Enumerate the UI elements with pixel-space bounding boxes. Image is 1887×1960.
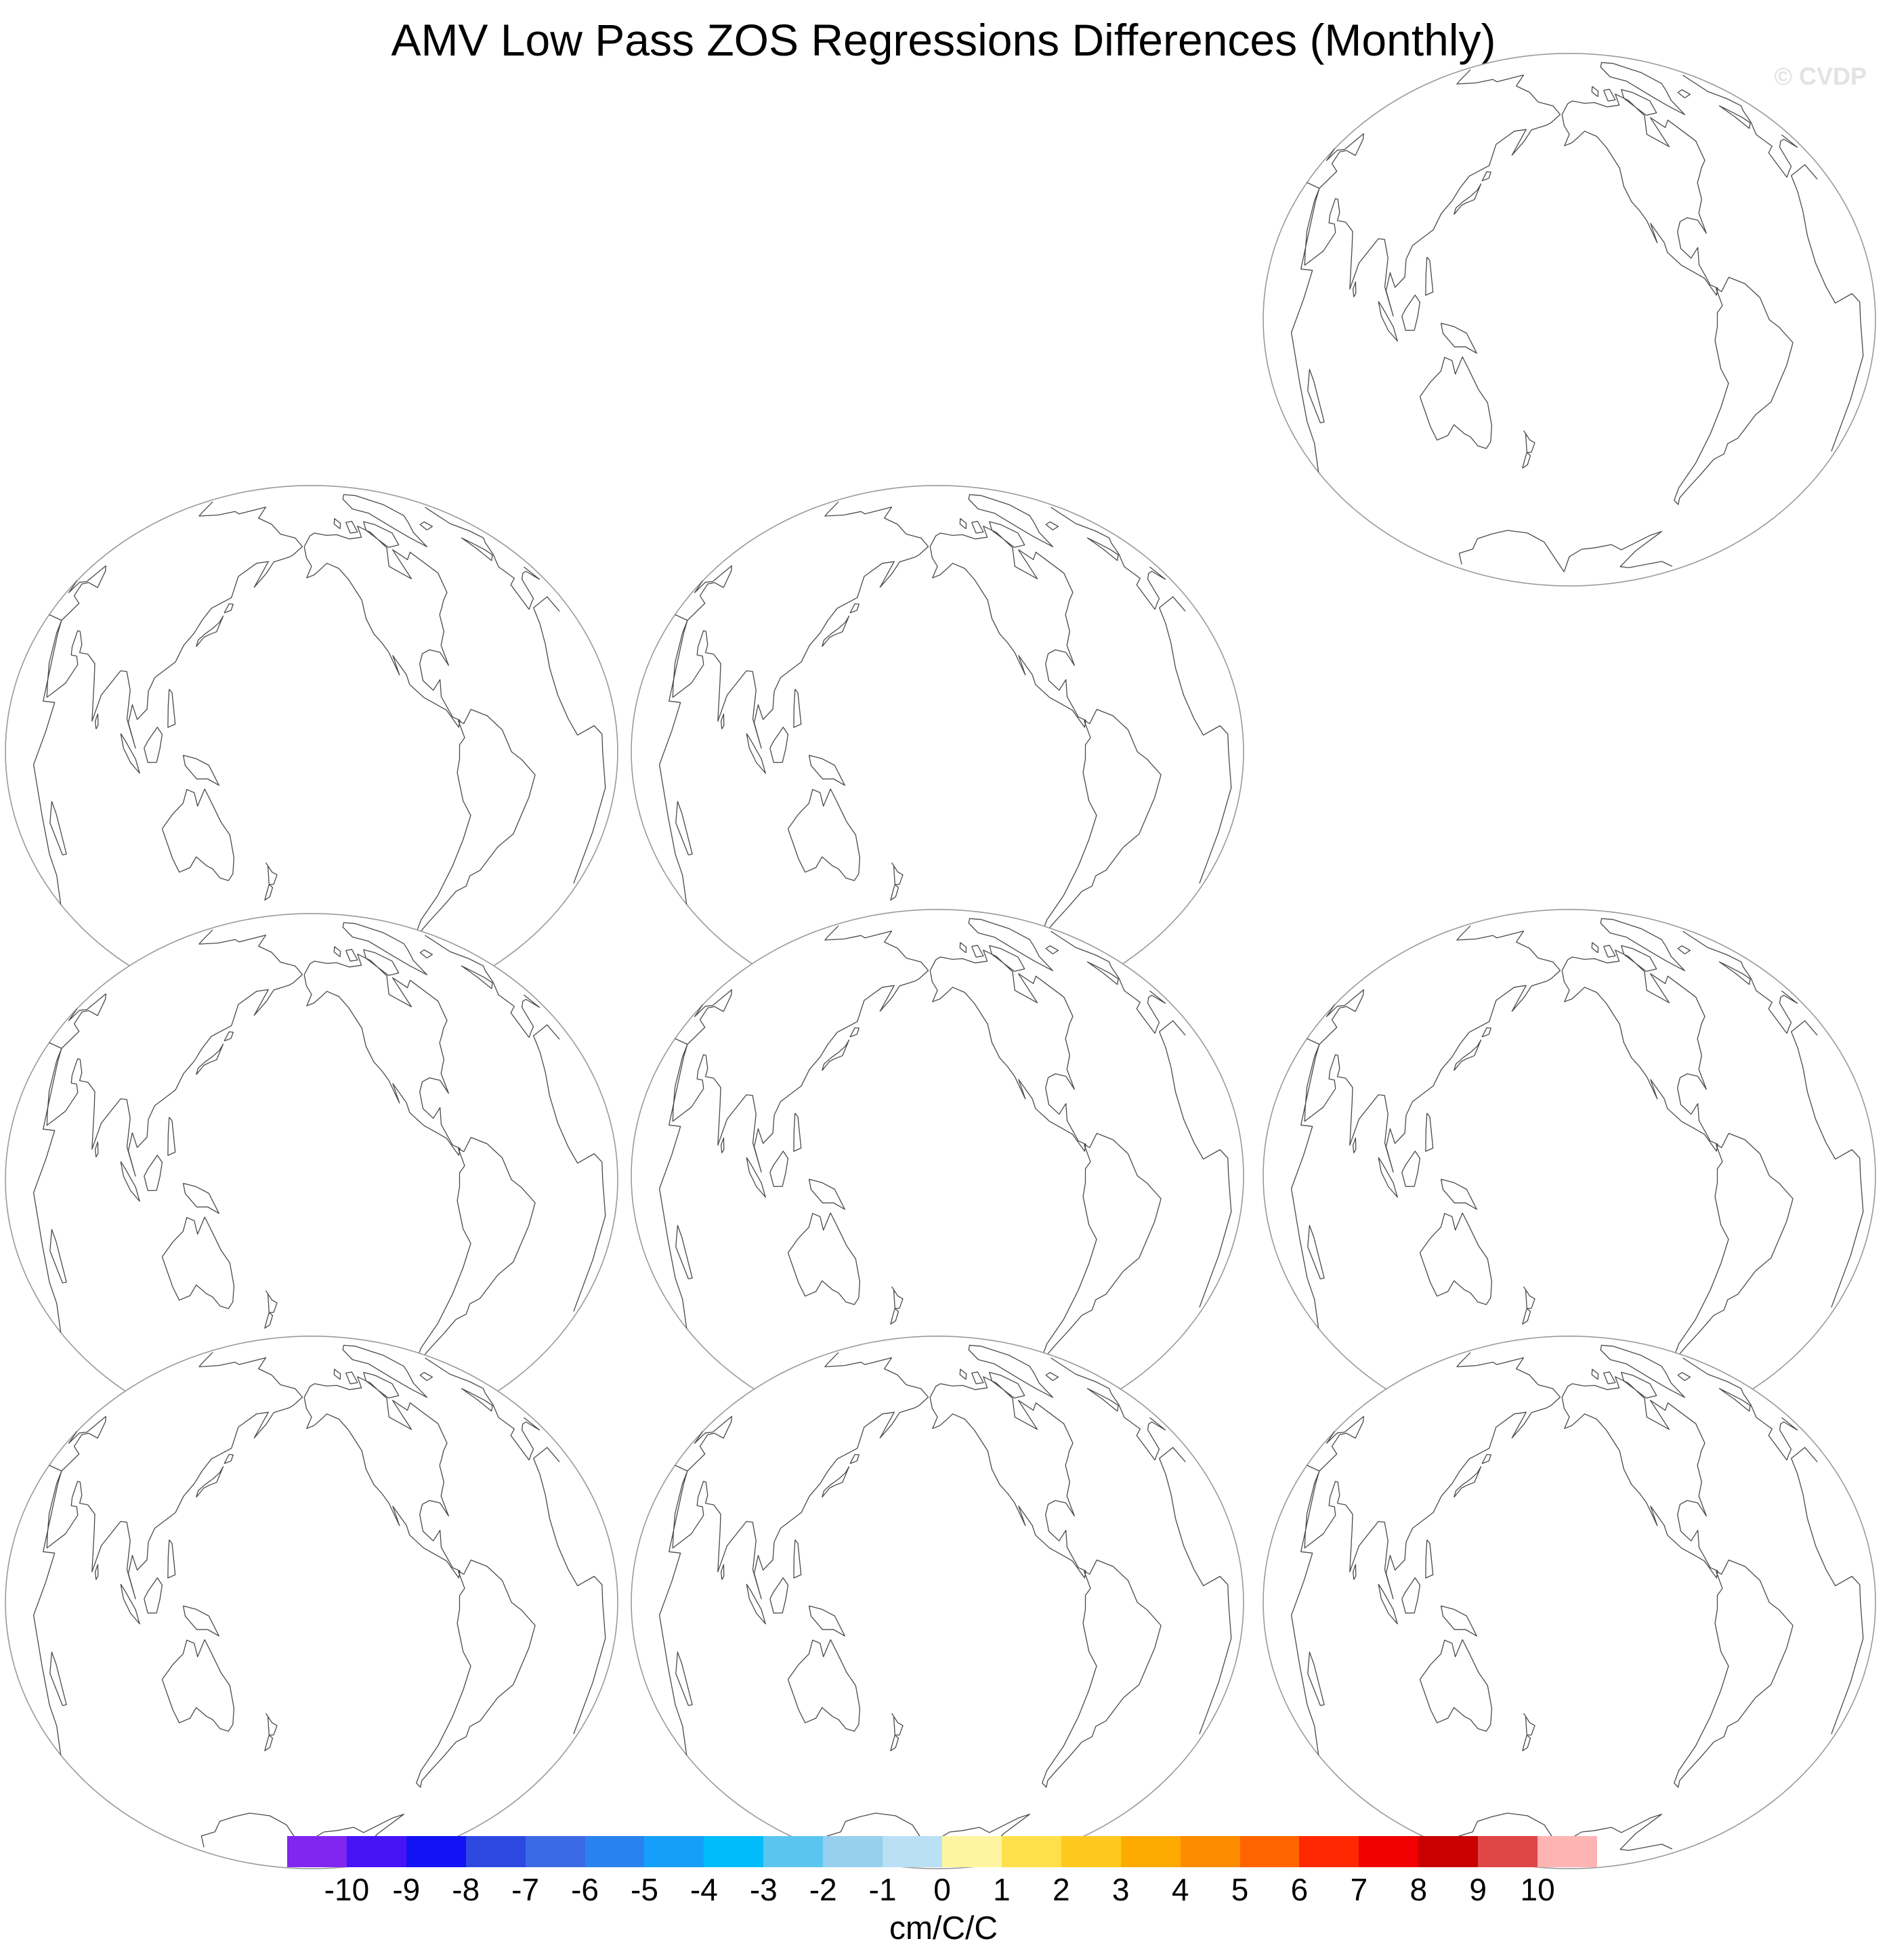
map-panel: CESM3 BLT1850 234-ORAS5-dsl [0,912,623,1447]
colorbar-box [1418,1836,1479,1867]
colorbar-tick-label: -7 [511,1872,540,1907]
colorbar-box [1239,1836,1300,1867]
colorbar-tick-label: -5 [631,1872,658,1907]
world-map [1263,908,1876,1443]
coastlines [1290,1344,1864,1855]
colorbar-box [1001,1836,1062,1867]
figure-title: AMV Low Pass ZOS Regressions Differences… [391,15,1496,65]
colorbar-tick-label: -6 [571,1872,599,1907]
world-map [5,1335,618,1870]
map-panel: CESM3 BLT1850 251-ORAS5-dsl [0,484,623,1019]
map-panel: CESM2 piControl B-ORAS5-dsl [1258,908,1881,1443]
world-map [1263,52,1876,587]
map-panel: ORAS5-dsl_2-ORAS5-dsl [1258,52,1881,587]
colorbar-box [763,1836,824,1867]
colorbar-tick-label: 0 [933,1872,951,1907]
world-map [631,908,1244,1443]
map-outline [1263,908,1876,1443]
colorbar-tick-label: 3 [1111,1872,1130,1907]
colorbar-tick-label: -8 [452,1872,480,1907]
world-map [5,912,618,1447]
map-outline [631,1335,1244,1870]
map-outline [5,912,618,1447]
map-panel: CESM2 piControl E-ORAS5-dsl [1258,1335,1881,1870]
colorbar-box [1299,1836,1359,1867]
map-outline [631,908,1244,1443]
colorbar-tick-label: 4 [1171,1872,1189,1907]
colorbar-tick-label: 6 [1290,1872,1309,1907]
map-outline [631,484,1244,1019]
world-map [1263,1335,1876,1870]
coastlines [658,494,1232,1004]
map-panel: CESM2 piControl C-ORAS5-dsl [0,1335,623,1870]
colorbar-box [346,1836,407,1867]
map-panel: CESM2 piControl D-ORAS5-dsl [626,1335,1249,1870]
colorbar-tick-label: -3 [749,1872,778,1907]
coastlines [658,1344,1232,1855]
colorbar-tick-label: 9 [1469,1872,1487,1907]
colorbar-tick-label: 8 [1409,1872,1428,1907]
colorbar-box [942,1836,1002,1867]
colorbar-box [644,1836,704,1867]
colorbar-box [287,1836,347,1867]
colorbar-tick-label: -1 [868,1872,897,1907]
colorbar-box [883,1836,943,1867]
map-panel: CESM3 BLT1850 247-ORAS5-dsl [626,484,1249,1019]
colorbar-tick-label: 5 [1231,1872,1249,1907]
map-panel: CESM2 piControl A-ORAS5-dsl [626,908,1249,1443]
colorbar-box [823,1836,883,1867]
colorbar-tick-label: 1 [993,1872,1011,1907]
colorbar-box [1538,1836,1598,1867]
coastlines [1290,918,1864,1428]
world-map [631,484,1244,1019]
colorbar-tick-label: 2 [1053,1872,1070,1907]
map-outline [5,484,618,1019]
colorbar-box [1061,1836,1122,1867]
map-outline [1263,1335,1876,1870]
colorbar-box [406,1836,467,1867]
coastlines [33,494,606,1004]
colorbar-box [704,1836,764,1867]
world-map [5,484,618,1019]
colorbar-box [1180,1836,1241,1867]
colorbar-tick-label: 7 [1350,1872,1368,1907]
colorbar-box [1359,1836,1419,1867]
coastlines [1290,62,1864,572]
coastlines [33,1344,606,1855]
colorbar-box [1120,1836,1181,1867]
cvdp-watermark: © CVDP [1774,62,1867,90]
colorbar-tick-label: -2 [809,1872,837,1907]
colorbar-units: cm/C/C [889,1911,998,1946]
colorbar-tick-label: -4 [690,1872,718,1907]
colorbar-tick-label: -9 [392,1872,421,1907]
world-map [631,1335,1244,1870]
map-outline [5,1335,618,1870]
map-outline [1263,52,1876,587]
coastlines [658,918,1232,1428]
colorbar-box [465,1836,526,1867]
colorbar-box [1478,1836,1538,1867]
colorbar [287,1836,1598,1867]
colorbar-box [585,1836,645,1867]
colorbar-tick-label: 10 [1520,1872,1555,1907]
coastlines [33,922,606,1432]
colorbar-tick-label: -10 [324,1872,370,1907]
colorbar-box [525,1836,586,1867]
